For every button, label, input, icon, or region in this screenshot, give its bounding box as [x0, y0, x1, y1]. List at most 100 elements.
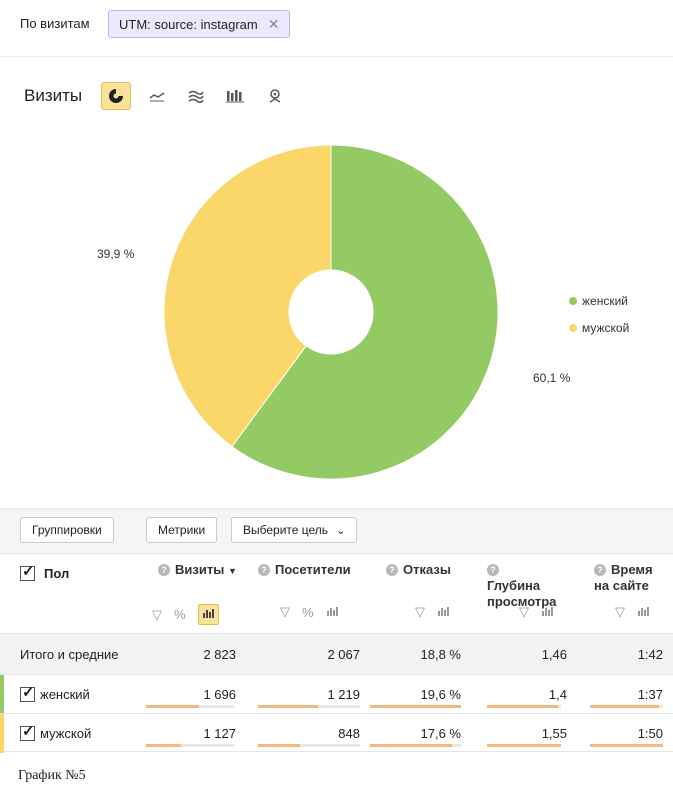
cell-progress-bar [487, 744, 561, 747]
chevron-down-icon: ⌄ [336, 524, 346, 537]
legend-label-female: женский [582, 294, 628, 308]
line-chart-icon[interactable] [142, 82, 172, 110]
help-icon[interactable]: ? [487, 564, 499, 576]
map-icon[interactable] [260, 82, 290, 110]
help-icon[interactable]: ? [158, 564, 170, 576]
table-row-total: Итого и средние 2 823 2 067 18,8 % 1,46 … [0, 633, 673, 674]
cell-progress-fill [590, 744, 663, 747]
column-time-tools: ▽ [615, 604, 650, 620]
total-depth: 1,46 [541, 647, 567, 662]
filter-icon[interactable]: ▽ [615, 604, 625, 619]
cell-progress-bar [146, 744, 234, 747]
bar-chart-icon[interactable] [541, 605, 554, 620]
legend-label-male: мужской [582, 321, 629, 335]
cell-progress-bar [590, 744, 663, 747]
pie-chart: 60,1 % 39,9 % женский мужской [97, 144, 629, 480]
close-icon[interactable]: ✕ [267, 15, 280, 32]
row-color-marker [0, 714, 4, 753]
bar-chart-icon[interactable] [637, 605, 650, 620]
row-checkbox[interactable]: ✓ [20, 684, 35, 702]
cell-progress-fill [146, 744, 182, 747]
cell-depth: 1,4 [548, 687, 567, 702]
cell-bounce: 19,6 % [420, 687, 461, 702]
filter-icon[interactable]: ▽ [415, 604, 425, 619]
cell-progress-bar [146, 705, 234, 708]
groupings-button[interactable]: Группировки [20, 517, 114, 543]
area-chart-icon[interactable] [181, 82, 211, 110]
bar-chart-icon[interactable] [197, 604, 219, 625]
filter-label: По визитам [20, 16, 90, 31]
total-visits: 2 823 [203, 647, 236, 662]
column-visitors-tools: ▽ % [280, 604, 339, 620]
bar-chart-icon[interactable] [437, 605, 450, 620]
bar-chart-icon[interactable] [326, 605, 339, 620]
column-visitors-header[interactable]: ? Посетители [258, 562, 351, 578]
bar-chart-icon[interactable] [220, 82, 250, 110]
cell-time: 1:50 [637, 726, 663, 741]
legend: женский мужской [569, 294, 629, 335]
table-row[interactable]: ✓ женский 1 696 1 219 19,6 % 1,4 1:37 [0, 674, 673, 714]
cell-visitors: 1 219 [327, 687, 360, 702]
cell-progress-fill [146, 705, 199, 708]
cell-progress-bar [370, 705, 461, 708]
column-bounce-header[interactable]: ? Отказы [386, 562, 451, 578]
goal-select-label: Выберите цель [243, 523, 329, 537]
total-bounce: 18,8 % [420, 647, 461, 662]
column-depth-tools: ▽ [519, 604, 554, 620]
cell-progress-bar [258, 744, 360, 747]
filter-bar [0, 0, 673, 57]
filter-chip-label: UTM: source: instagram [119, 16, 258, 32]
column-visits-header[interactable]: ? Визиты ▼ [158, 562, 237, 579]
cell-progress-fill [590, 705, 660, 708]
slice-label-female: 60,1 % [533, 371, 571, 385]
legend-marker-female [569, 297, 577, 305]
filter-icon[interactable]: ▽ [519, 604, 529, 619]
metrics-button[interactable]: Метрики [146, 517, 218, 543]
pie-chart-icon[interactable] [101, 82, 131, 110]
dimension-checkbox[interactable]: ✓ [20, 563, 35, 581]
cell-progress-fill [258, 705, 319, 708]
cell-progress-fill [487, 744, 561, 747]
cell-progress-fill [370, 705, 461, 708]
row-checkbox[interactable]: ✓ [20, 723, 35, 741]
slice-label-male: 39,9 % [97, 247, 135, 261]
column-time-header[interactable]: ? Время на сайте [594, 562, 653, 593]
cell-progress-fill [370, 744, 452, 747]
cell-progress-fill [487, 705, 559, 708]
row-label: женский [40, 687, 90, 702]
help-icon[interactable]: ? [386, 564, 398, 576]
cell-time: 1:37 [637, 687, 663, 702]
goal-select[interactable]: Выберите цель ⌄ [231, 517, 358, 543]
total-label: Итого и средние [20, 647, 119, 662]
row-label: мужской [40, 726, 92, 741]
filter-icon[interactable]: ▽ [152, 606, 162, 622]
filter-chip[interactable]: UTM: source: instagram ✕ [108, 10, 291, 38]
filter-icon[interactable]: ▽ [280, 604, 290, 619]
column-depth-header[interactable]: ?Глубина просмотра [487, 564, 557, 609]
row-color-marker [0, 675, 4, 714]
cell-progress-bar [487, 705, 561, 708]
help-icon[interactable]: ? [258, 564, 270, 576]
cell-progress-bar [258, 705, 360, 708]
total-time: 1:42 [637, 647, 663, 662]
figure-caption: График №5 [18, 768, 86, 783]
slice-female[interactable] [231, 144, 499, 480]
total-visitors: 2 067 [327, 647, 360, 662]
cell-depth: 1,55 [541, 726, 567, 741]
sort-desc-icon: ▼ [227, 566, 237, 576]
legend-marker-male [569, 324, 577, 332]
cell-progress-fill [258, 744, 300, 747]
cell-progress-bar [370, 744, 461, 747]
column-visits-tools: ▽ % [152, 604, 219, 625]
cell-progress-bar [590, 705, 663, 708]
help-icon[interactable]: ? [594, 564, 606, 576]
cell-visits: 1 696 [203, 687, 236, 702]
percent-icon[interactable]: % [302, 604, 314, 620]
table-row[interactable]: ✓ мужской 1 127 848 17,6 % 1,55 1:50 [0, 713, 673, 753]
slice-male[interactable] [163, 144, 332, 448]
cell-bounce: 17,6 % [420, 726, 461, 741]
column-bounce-tools: ▽ [415, 604, 450, 620]
percent-icon[interactable]: % [174, 607, 186, 622]
cell-visitors: 848 [338, 726, 360, 741]
cell-visits: 1 127 [203, 726, 236, 741]
